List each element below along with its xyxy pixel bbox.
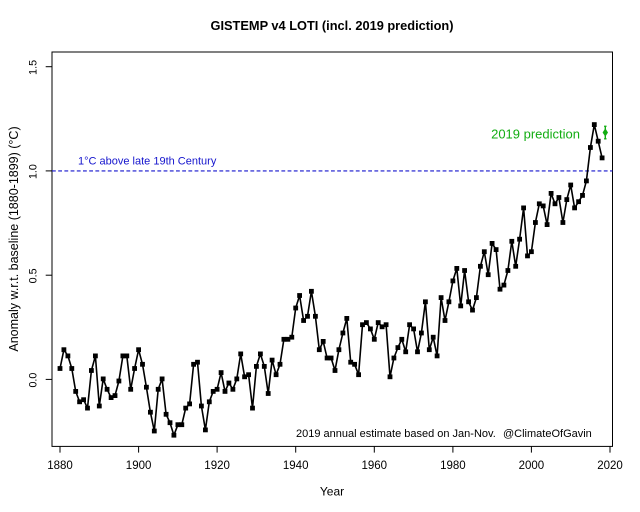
svg-text:Year: Year	[320, 485, 344, 499]
svg-text:1940: 1940	[283, 460, 309, 472]
svg-text:Anomaly w.r.t. baseline (1880-: Anomaly w.r.t. baseline (1880-1899) (°C)	[7, 126, 21, 351]
svg-text:1.0: 1.0	[27, 164, 39, 179]
svg-text:2019 annual estimate based on: 2019 annual estimate based on Jan-Nov.	[296, 428, 496, 440]
svg-text:@ClimateOfGavin: @ClimateOfGavin	[503, 428, 592, 440]
svg-text:GISTEMP v4 LOTI (incl. 2019 pr: GISTEMP v4 LOTI (incl. 2019 prediction)	[211, 18, 454, 33]
svg-text:0.5: 0.5	[27, 268, 39, 283]
svg-text:2019 prediction: 2019 prediction	[491, 127, 580, 142]
svg-text:1900: 1900	[126, 460, 152, 472]
svg-text:0.0: 0.0	[27, 373, 39, 388]
svg-text:2020: 2020	[597, 460, 623, 472]
svg-text:1880: 1880	[47, 460, 73, 472]
svg-text:1980: 1980	[440, 460, 466, 472]
svg-text:1.5: 1.5	[27, 60, 39, 75]
svg-text:1°C above late 19th Century: 1°C above late 19th Century	[78, 156, 217, 168]
svg-text:1960: 1960	[362, 460, 388, 472]
svg-text:2000: 2000	[519, 460, 545, 472]
svg-text:1920: 1920	[204, 460, 230, 472]
